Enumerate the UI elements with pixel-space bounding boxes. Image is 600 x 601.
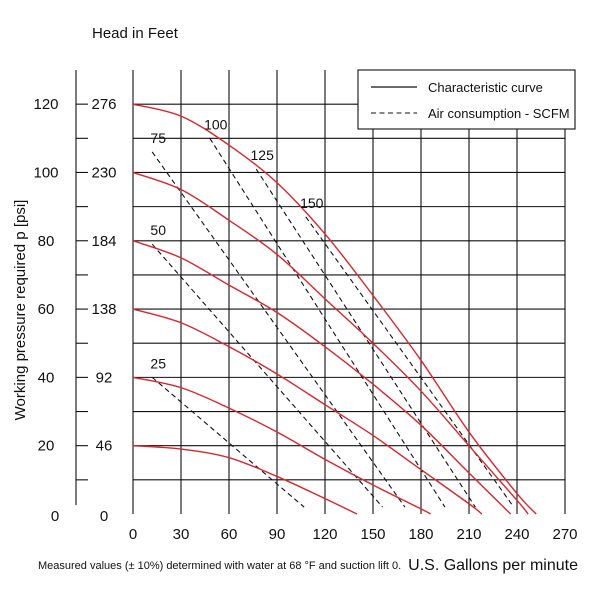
x-tick-label: 180 [408, 526, 433, 543]
y-tick-label-psi: 20 [38, 438, 55, 455]
y-tick-label-head-feet: 276 [91, 96, 116, 113]
x-tick-label: 0 [129, 526, 137, 543]
chart-title: Head in Feet [92, 25, 179, 42]
y-tick-label-head-feet: 92 [96, 369, 113, 386]
x-tick-labels: 0 30 60 90 120 150 180 210 240 270 [129, 526, 578, 543]
measurement-note: Measured values (± 10%) determined with … [38, 560, 401, 572]
x-tick-label: 90 [269, 526, 286, 543]
x-tick-label: 150 [360, 526, 385, 543]
y-tick-label-psi: 120 [33, 96, 58, 113]
x-tick-label: 30 [173, 526, 190, 543]
air-consumption-lines [151, 138, 515, 508]
air-consumption-label-50: 50 [150, 222, 166, 238]
x-tick-label: 240 [504, 526, 529, 543]
y-tick-label-head-feet: 0 [100, 508, 108, 525]
air-consumption-label-25: 25 [150, 355, 166, 371]
characteristic-curve-100-psi [132, 171, 529, 515]
air-consumption-line-150 [305, 216, 515, 508]
x-tick-label: 120 [312, 526, 337, 543]
y-tick-labels-head-feet: 0 46 92 138 184 230 276 [91, 96, 116, 525]
grid [133, 70, 566, 514]
y-tick-label-psi: 80 [38, 233, 55, 250]
legend: Characteristic curve Air consumption - S… [357, 69, 576, 130]
legend-box [357, 69, 576, 130]
air-consumption-label-100: 100 [204, 116, 228, 132]
air-consumption-line-100 [209, 138, 446, 508]
legend-air-consumption: Air consumption - SCFM [428, 106, 570, 121]
y-tick-label-psi: 40 [38, 369, 55, 386]
characteristic-curve-20-psi [132, 444, 358, 515]
characteristic-curve-60-psi [132, 308, 483, 515]
characteristic-curve-80-psi [132, 240, 512, 515]
air-consumption-line-75 [151, 151, 406, 508]
y-tick-label-psi: 60 [38, 301, 55, 318]
y-tick-label-head-feet: 46 [96, 438, 113, 455]
axes [75, 70, 134, 514]
x-tick-label: 210 [456, 526, 481, 543]
x-tick-label: 270 [552, 526, 577, 543]
y-tick-label-head-feet: 184 [91, 233, 116, 250]
air-consumption-labels: 25 50 75 100 125 150 [150, 116, 323, 371]
x-axis-label: U.S. Gallons per minute [408, 557, 578, 574]
y-tick-labels-psi: 0 20 40 60 80 100 120 [33, 96, 59, 525]
characteristic-curve-120-psi [132, 103, 537, 515]
y-tick-label-head-feet: 230 [91, 164, 116, 181]
y-axis-label: Working pressure required p [psi] [12, 200, 29, 421]
characteristic-curves [132, 103, 537, 515]
y-tick-label-psi: 100 [33, 164, 58, 181]
air-consumption-label-150: 150 [300, 195, 324, 211]
air-consumption-label-75: 75 [150, 130, 166, 146]
x-tick-label: 60 [221, 526, 238, 543]
y-tick-label-psi: 0 [51, 508, 59, 525]
legend-characteristic-curve: Characteristic curve [428, 80, 543, 95]
characteristic-curve-40-psi [132, 376, 431, 515]
air-consumption-line-125 [255, 168, 476, 508]
y-tick-label-head-feet: 138 [91, 301, 116, 318]
air-consumption-line-25 [151, 376, 305, 508]
air-consumption-label-125: 125 [251, 147, 275, 163]
air-consumption-line-50 [151, 243, 384, 508]
